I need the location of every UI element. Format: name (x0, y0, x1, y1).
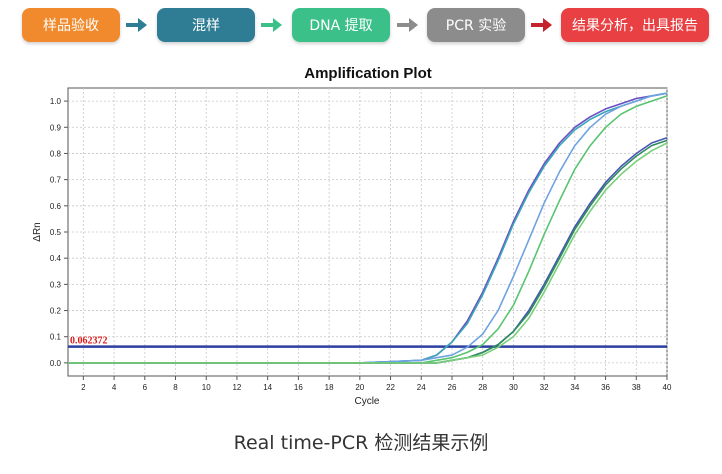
x-tick-label: 20 (355, 383, 364, 392)
x-tick-label: 28 (478, 383, 487, 392)
threshold-label: 0.062372 (70, 336, 108, 347)
arrow-right-icon (531, 18, 552, 32)
arrow-shape (397, 18, 418, 32)
x-axis-ticks: 2 4 6 8 10 12 14 16 18 20 22 24 26 28 30 32 34 36 38 40 (81, 376, 672, 392)
x-tick-label: 12 (232, 383, 241, 392)
x-axis-label: Cycle (354, 396, 379, 407)
arrow-shape (126, 18, 147, 32)
arrow-shape (261, 18, 282, 32)
x-tick-label: 16 (294, 383, 303, 392)
y-tick-label: 0.0 (50, 359, 62, 368)
x-tick-label: 6 (143, 383, 148, 392)
arrow-right-icon (126, 18, 147, 32)
y-tick-label: 0.3 (50, 280, 62, 289)
step-result-analysis-report: 结果分析，出具报告 (561, 8, 709, 42)
threshold-group: 0.062372 (68, 336, 667, 348)
figure-caption: Real time-PCR 检测结果示例 (233, 432, 489, 454)
y-tick-label: 0.6 (50, 202, 62, 211)
step-sample-acceptance: 样品验收 (22, 8, 120, 42)
y-tick-label: 0.7 (50, 176, 62, 185)
y-tick-label: 0.2 (50, 307, 62, 316)
amplification-curve (68, 92, 668, 364)
x-tick-label: 22 (386, 383, 395, 392)
x-tick-label: 2 (81, 383, 86, 392)
arrow-right-icon (261, 18, 282, 32)
y-tick-label: 1.0 (50, 97, 62, 106)
chart-title: Amplification Plot (304, 65, 432, 82)
y-axis-ticks: 0.0 0.1 0.2 0.3 0.4 0.5 0.6 0.7 0.8 0.9 1.0 (50, 97, 68, 368)
series-lines (68, 92, 668, 364)
y-tick-label: 0.4 (50, 254, 62, 263)
x-tick-label: 38 (632, 383, 641, 392)
x-tick-label: 24 (417, 383, 426, 392)
x-tick-label: 32 (540, 383, 549, 392)
y-tick-label: 0.1 (50, 333, 62, 342)
y-tick-label: 0.9 (50, 123, 62, 132)
grid-lines (68, 88, 668, 376)
arrow-shape (531, 18, 552, 32)
step-pcr-experiment: PCR 实验 (427, 8, 525, 42)
x-tick-label: 14 (263, 383, 272, 392)
x-tick-label: 4 (112, 383, 117, 392)
x-tick-label: 30 (509, 383, 518, 392)
workflow-steps: 样品验收 混样 DNA 提取 PCR 实验 结果分析，出具报告 (0, 0, 722, 56)
step-mix-samples: 混样 (157, 8, 255, 42)
y-tick-label: 0.8 (50, 149, 62, 158)
x-tick-label: 26 (448, 383, 457, 392)
arrow-right-icon (397, 18, 418, 32)
y-tick-label: 0.5 (50, 228, 62, 237)
x-tick-label: 36 (601, 383, 610, 392)
x-tick-label: 8 (173, 383, 178, 392)
x-tick-label: 40 (663, 383, 672, 392)
amplification-curve (68, 142, 668, 364)
step-dna-extraction: DNA 提取 (292, 8, 390, 42)
x-tick-label: 34 (570, 383, 579, 392)
y-axis-label: ΔRn (32, 222, 43, 241)
x-tick-label: 10 (202, 383, 211, 392)
amplification-plot: Amplification Plot 0.0 0.1 0.2 0.3 0.4 0.5 0.6… (32, 65, 672, 407)
x-tick-label: 18 (325, 383, 334, 392)
